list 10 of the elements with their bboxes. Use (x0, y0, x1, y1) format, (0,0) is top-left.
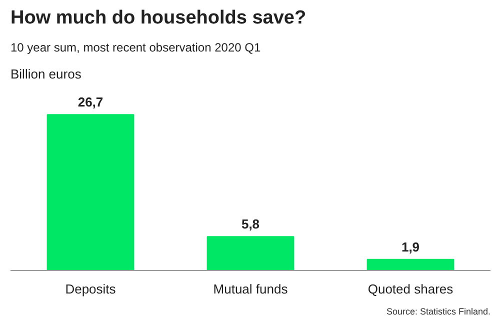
y-axis-title: Billion euros (10, 66, 82, 82)
data-label: 5,8 (241, 216, 260, 232)
x-tick-label: Deposits (65, 282, 116, 296)
x-tick-label: Quoted shares (368, 282, 454, 296)
data-label: 26,7 (78, 94, 104, 110)
data-label: 1,9 (401, 239, 420, 254)
chart-title: How much do households save? (10, 8, 306, 28)
chart-subtitle: 10 year sum, most recent observation 2020 Q1 (10, 40, 261, 54)
source-note: Source: Statistics Finland. (386, 306, 490, 316)
x-tick-label: Mutual funds (213, 282, 288, 296)
